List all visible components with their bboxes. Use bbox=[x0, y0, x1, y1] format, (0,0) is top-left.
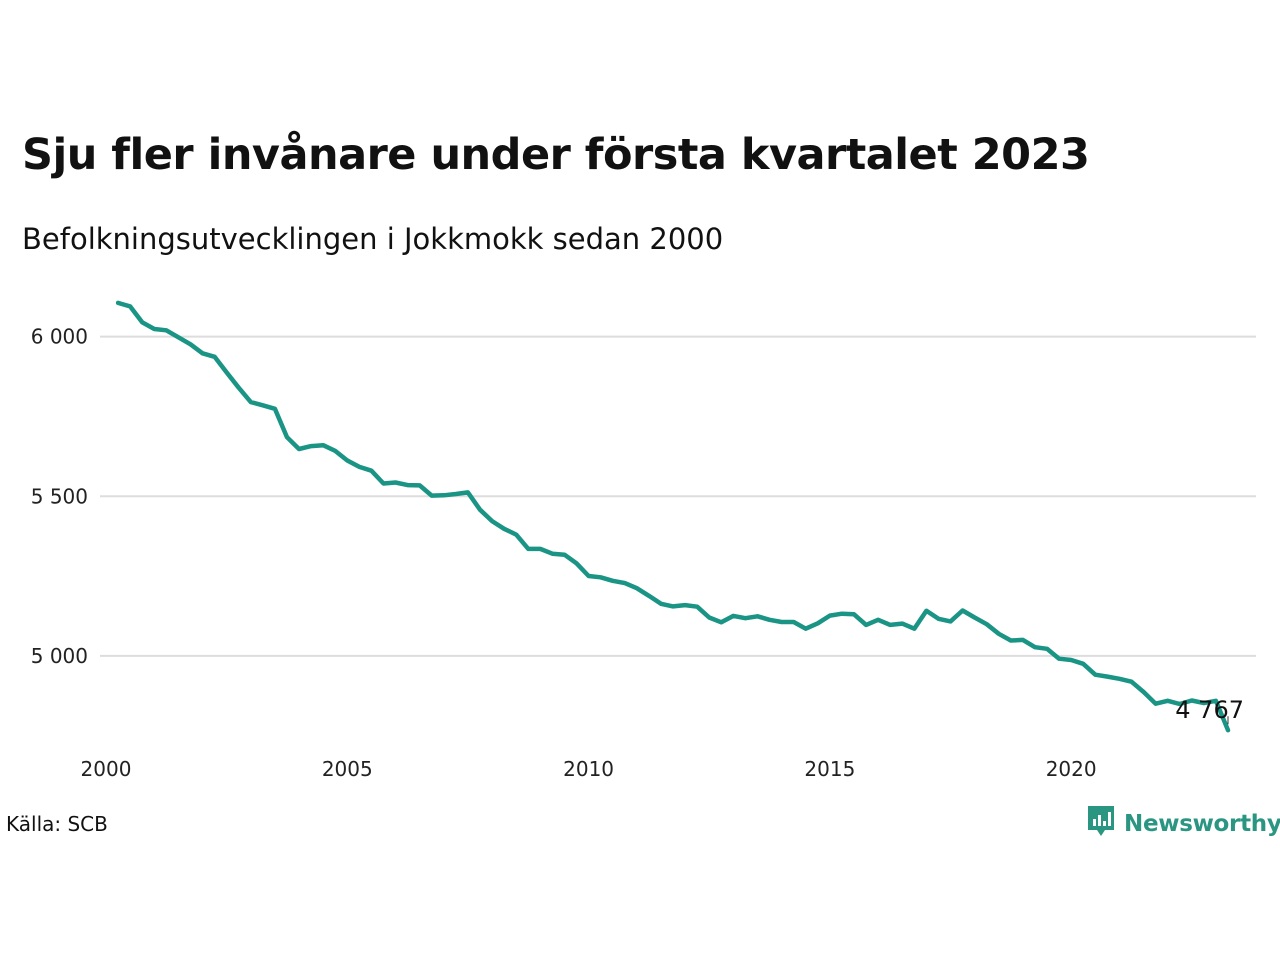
source-note: Källa: SCB bbox=[6, 812, 108, 836]
population-line bbox=[115, 300, 1231, 733]
gridlines bbox=[100, 335, 1256, 657]
end-value-label: 4 767 bbox=[1175, 696, 1244, 724]
y-tick-label: 5 000 bbox=[31, 644, 88, 668]
chart-subtitle: Befolkningsutvecklingen i Jokkmokk sedan… bbox=[22, 222, 724, 256]
line-chart: 5 000 5 500 6 000 2000 2005 2010 2015 2020 4 7… bbox=[31, 300, 1256, 781]
y-tick-label: 5 500 bbox=[31, 484, 88, 508]
x-axis-tick-labels: 2000 2005 2010 2015 2020 bbox=[81, 757, 1097, 781]
brand-logo: Newsworthy bbox=[1086, 804, 1280, 844]
x-tick-label: 2015 bbox=[804, 757, 855, 781]
brand-name: Newsworthy bbox=[1124, 811, 1280, 837]
y-axis-tick-labels: 5 000 5 500 6 000 bbox=[31, 325, 88, 668]
y-tick-label: 6 000 bbox=[31, 325, 88, 349]
x-tick-label: 2020 bbox=[1046, 757, 1097, 781]
newsworthy-logo-icon bbox=[1086, 804, 1116, 844]
chart-title: Sju fler invånare under första kvartalet… bbox=[22, 130, 1090, 180]
x-tick-label: 2005 bbox=[322, 757, 373, 781]
x-tick-label: 2000 bbox=[81, 757, 132, 781]
x-tick-label: 2010 bbox=[563, 757, 614, 781]
